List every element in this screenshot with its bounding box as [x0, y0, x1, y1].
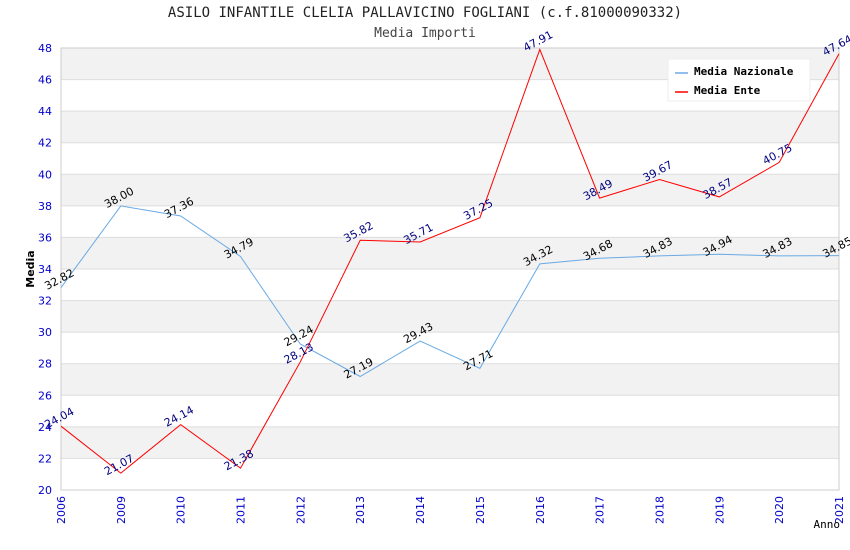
y-tick-label: 26 — [38, 389, 52, 402]
y-tick-label: 24 — [38, 421, 52, 434]
series-line-media-nazionale — [60, 205, 840, 378]
y-tick-label: 30 — [38, 326, 52, 339]
y-tick-label: 40 — [38, 168, 52, 181]
y-tick-label: 38 — [38, 200, 52, 213]
chart-subtitle: Media Importi — [374, 26, 476, 41]
y-tick-label: 48 — [38, 42, 52, 55]
x-tick-label: 2012 — [294, 496, 307, 524]
x-tick-label: 2013 — [354, 496, 367, 524]
x-tick-label: 2006 — [55, 496, 68, 524]
series-line-media-ente — [60, 47, 840, 474]
x-tick-label: 2014 — [414, 496, 427, 524]
y-tick-label: 20 — [38, 484, 52, 497]
x-tick-label: 2016 — [534, 496, 547, 524]
y-axis-label: Media — [24, 250, 37, 287]
x-tick-label: 2010 — [175, 496, 188, 524]
y-tick-label: 22 — [38, 452, 52, 465]
grid-band — [61, 237, 839, 269]
grid-band — [61, 300, 839, 333]
chart-title: ASILO INFANTILE CLELIA PALLAVICINO FOGLI… — [167, 5, 683, 21]
legend-box — [667, 58, 811, 102]
y-tick-label: 32 — [38, 295, 52, 308]
grid-band — [61, 363, 839, 396]
legend: Media Nazionale Media Ente — [667, 58, 811, 102]
plot-area-border — [60, 47, 840, 491]
x-tick-label: 2011 — [235, 496, 248, 524]
x-tick-label: 2018 — [653, 496, 666, 524]
y-tick-label: 34 — [38, 263, 52, 276]
x-tick-label: 2017 — [594, 496, 607, 524]
x-tick-label: 2021 — [833, 496, 846, 524]
legend-label-media-ente: Media Ente — [694, 84, 761, 97]
x-tick-label: 2020 — [773, 496, 786, 524]
y-tick-label: 28 — [38, 358, 52, 371]
legend-label-media-nazionale: Media Nazionale — [694, 65, 794, 78]
x-tick-label: 2019 — [713, 496, 726, 524]
grid-band — [61, 111, 839, 143]
x-axis-label: Anno — [814, 518, 841, 531]
grid-band — [61, 426, 839, 459]
grid-band — [61, 174, 839, 206]
x-tick-label: 2009 — [115, 496, 128, 524]
y-tick-label: 42 — [38, 137, 52, 150]
x-tick-label: 2015 — [474, 496, 487, 524]
y-tick-label: 44 — [38, 105, 52, 118]
y-tick-label: 36 — [38, 231, 52, 244]
y-tick-label: 46 — [38, 74, 52, 87]
